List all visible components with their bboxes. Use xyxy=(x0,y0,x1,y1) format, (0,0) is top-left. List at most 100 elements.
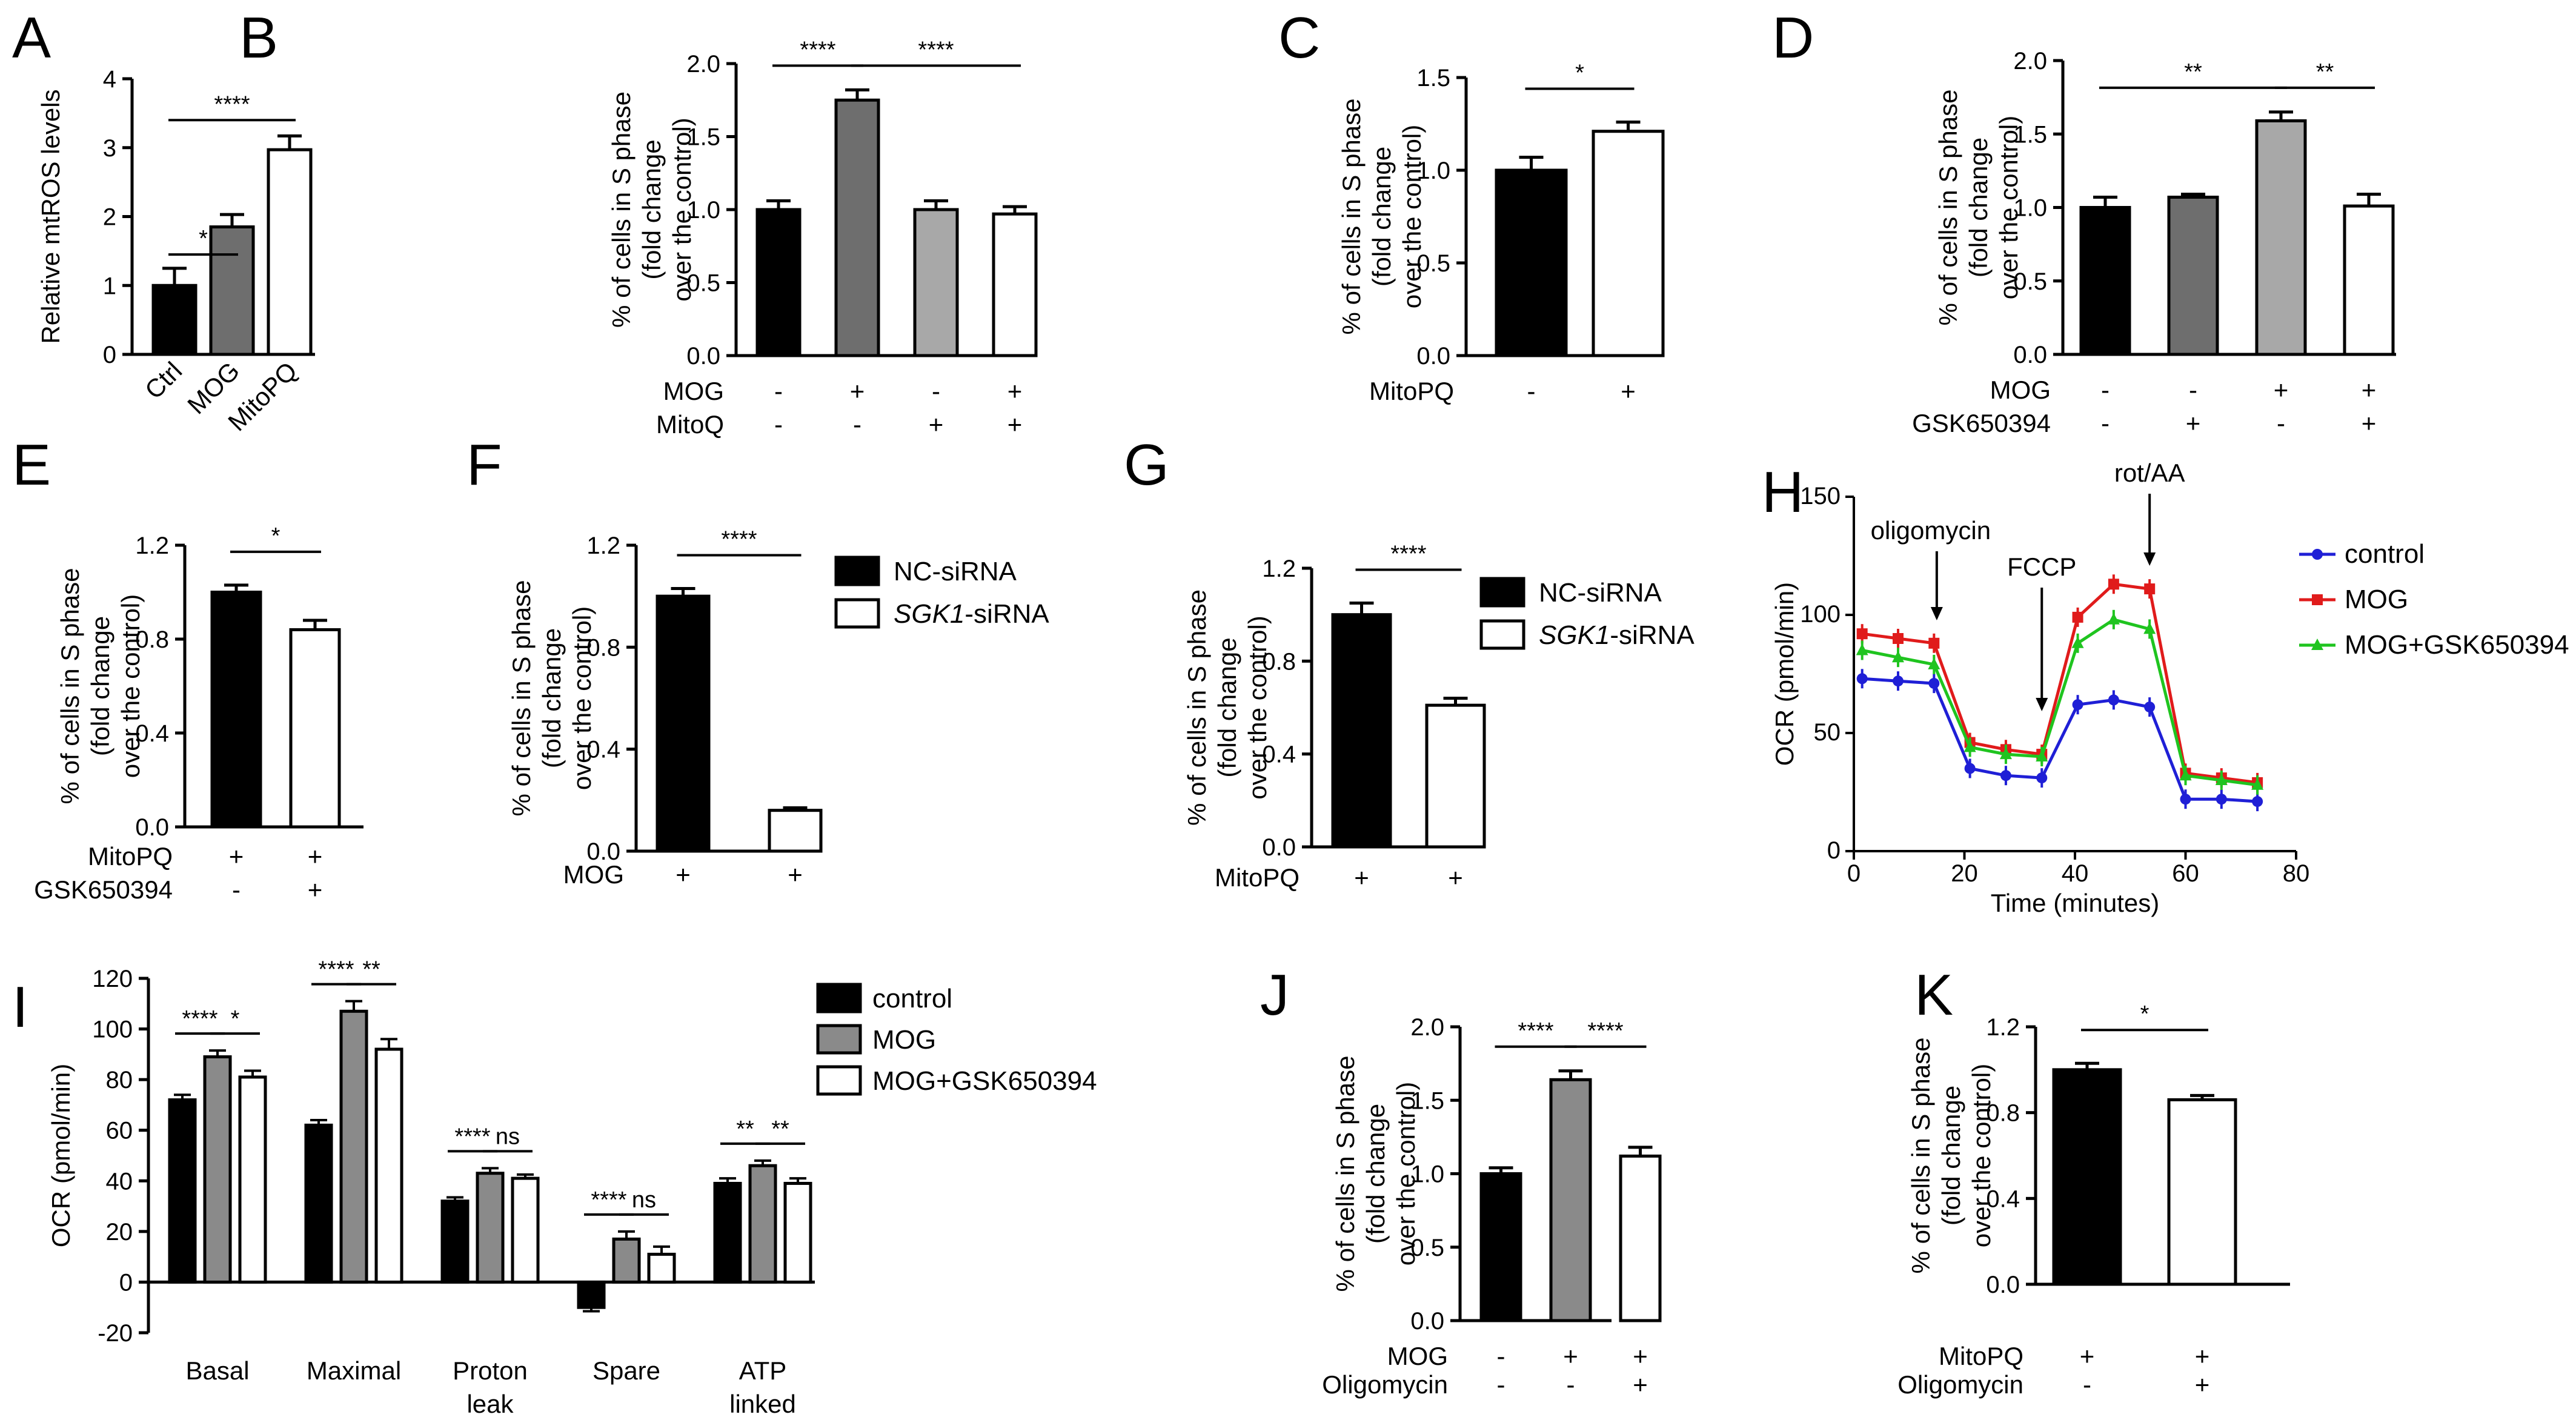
legend-label: NC-siRNA xyxy=(894,557,1017,586)
data-point xyxy=(2179,769,2192,781)
series-line xyxy=(1862,618,2258,787)
bar xyxy=(511,1176,540,1284)
bar xyxy=(834,98,880,357)
y-tick-label: 0.8 xyxy=(586,634,620,661)
data-point xyxy=(1964,740,1976,752)
panel-label: G xyxy=(1124,433,1169,497)
factor-sign: + xyxy=(2080,1342,2095,1370)
factor-sign: + xyxy=(1633,1370,1648,1399)
legend-swatch xyxy=(1479,577,1525,608)
bar xyxy=(577,1280,606,1309)
bar xyxy=(304,1123,333,1284)
factor-sign: + xyxy=(1621,377,1636,405)
significance-label: **** xyxy=(591,1187,626,1213)
y-tick-label: 1.5 xyxy=(2013,121,2047,148)
legend-label: MOG xyxy=(2345,585,2408,614)
y-tick-label: 0.5 xyxy=(2013,268,2047,295)
y-axis-label-line: % of cells in S phase xyxy=(56,568,84,804)
legend-label-name: NC-siRNA xyxy=(1539,578,1662,608)
factor-sign: + xyxy=(1448,863,1463,892)
annotation-arrowhead xyxy=(2143,552,2156,566)
panel-e: E 0.0 0.4 0.8 1.2 % of cells in S phase(fold … xyxy=(12,433,363,904)
panel-h: H 0 50 100 150 0 20 40 60 80 Time (minutes) OCR (pm… xyxy=(1762,459,2569,917)
factor-sign: - xyxy=(1497,1370,1505,1399)
bar xyxy=(1495,168,1568,357)
y-tick-label: 0.8 xyxy=(135,626,169,653)
data-point xyxy=(1856,628,1868,640)
legend-label: control xyxy=(872,984,952,1013)
bar xyxy=(2052,1068,2122,1286)
bar xyxy=(168,1098,197,1284)
annotation-arrowhead xyxy=(2036,698,2048,711)
y-axis-label-line: over the control) xyxy=(1967,1064,1996,1247)
y-tick-label: 0.8 xyxy=(1986,1100,2020,1127)
bar xyxy=(713,1181,742,1284)
legend-label: SGK1-siRNA xyxy=(1539,620,1695,650)
bar xyxy=(768,809,823,853)
data-point xyxy=(2143,622,2156,634)
panel-label: H xyxy=(1762,460,1804,525)
bar xyxy=(238,1075,267,1284)
x-tick-label: Spare xyxy=(593,1356,660,1385)
significance-label: * xyxy=(2140,1001,2149,1027)
y-tick-label: 100 xyxy=(92,1017,133,1043)
bar xyxy=(267,148,313,356)
annotation-label: oligomycin xyxy=(1871,516,1991,545)
bar xyxy=(2079,206,2131,356)
y-axis-label: % of cells in S phase(fold changeover th… xyxy=(507,580,596,817)
panel-b: B 0.0 0.5 1.0 1.5 2.0 % of cells in S phase(fo… xyxy=(239,5,1038,439)
y-tick-label: 2.0 xyxy=(686,51,720,78)
y-tick-label: 1.5 xyxy=(1416,65,1450,91)
x-tick-label: leak xyxy=(466,1390,514,1418)
significance-label: **** xyxy=(214,91,250,117)
bar xyxy=(783,1181,812,1284)
panel-label: A xyxy=(12,5,51,70)
legend-swatch xyxy=(1479,619,1525,650)
data-point xyxy=(2180,794,2191,805)
panel-label: B xyxy=(239,5,278,70)
significance-label: ns xyxy=(632,1187,656,1213)
factor-label: GSK650394 xyxy=(1912,409,2051,437)
data-point xyxy=(2107,612,2120,625)
significance-label: * xyxy=(231,1006,240,1032)
factor-sign: + xyxy=(229,842,244,871)
bar xyxy=(1479,1172,1522,1322)
y-axis-label-line: % of cells in S phase xyxy=(607,91,636,328)
panel-j: J 0.0 0.5 1.0 1.5 2.0 % of cells in S phase(fo… xyxy=(1260,963,1662,1399)
bar xyxy=(748,1164,777,1284)
bar xyxy=(203,1055,232,1284)
legend-label: NC-siRNA xyxy=(1539,578,1662,608)
panel-label: C xyxy=(1278,5,1320,70)
factor-sign: + xyxy=(2362,409,2377,437)
bar xyxy=(1592,130,1665,357)
legend-swatch xyxy=(816,983,862,1013)
y-axis-label-line: (fold change xyxy=(637,139,666,279)
bar xyxy=(2167,196,2219,356)
y-axis-label-line: (fold change xyxy=(1367,147,1396,287)
panel-label: J xyxy=(1260,963,1289,1027)
y-tick-label: 0.0 xyxy=(1986,1272,2020,1298)
bar xyxy=(210,591,262,829)
y-tick-label: 1.2 xyxy=(586,532,620,559)
x-tick-label: 20 xyxy=(1951,860,1978,887)
bar xyxy=(151,284,198,356)
y-tick-label: 80 xyxy=(106,1067,133,1093)
y-axis-label: % of cells in S phase(fold changeover th… xyxy=(1337,99,1426,335)
legend-label: MOG+GSK650394 xyxy=(872,1066,1097,1096)
factor-label: MitoPQ xyxy=(1939,1342,2023,1370)
factor-sign: + xyxy=(2362,376,2377,404)
factor-label: Oligomycin xyxy=(1897,1370,2023,1399)
y-axis-label-line: % of cells in S phase xyxy=(507,580,536,817)
factor-sign: + xyxy=(929,410,944,439)
y-axis-label-line: % of cells in S phase xyxy=(1907,1038,1935,1274)
significance-label: ** xyxy=(2184,59,2202,85)
y-axis-label-line: % of cells in S phase xyxy=(1337,99,1366,335)
data-point xyxy=(1964,763,1976,774)
y-tick-label: 0.5 xyxy=(1416,250,1450,277)
y-axis-label-line: (fold change xyxy=(1937,1086,1965,1226)
bar xyxy=(913,208,959,357)
y-tick-label: 1.0 xyxy=(1416,158,1450,184)
data-point xyxy=(2000,770,2011,781)
y-tick-label: 4 xyxy=(103,66,116,93)
legend-label-italic: SGK1 xyxy=(1539,620,1610,650)
